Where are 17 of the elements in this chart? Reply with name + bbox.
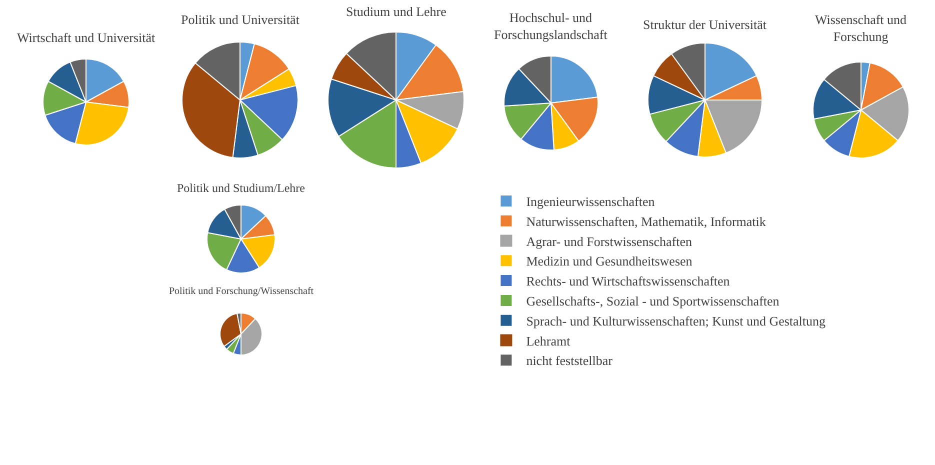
chart-title: Struktur der Universität	[643, 17, 767, 32]
legend-label: Ingenieurwissenschaften	[526, 194, 656, 210]
chart-title: Politik und Universität	[181, 12, 300, 27]
legend-label: Sprach- und Kulturwissenschaften; Kunst und Gestaltung	[526, 313, 826, 328]
chart-title: Politik und Forschung/Wissenschaft	[169, 286, 314, 297]
chart-title: Wissenschaft und Forschung	[815, 12, 908, 44]
legend-label: Medizin und Gesundheitswesen	[526, 254, 693, 269]
legend-label: nicht feststellbar	[526, 353, 614, 368]
legend-label: Rechts- und Wirtschaftswissenschaften	[526, 274, 730, 289]
legend-label: Lehramt	[526, 333, 571, 348]
legend-label: Gesellschafts-, Sozial - und Sportwissenschaften	[526, 294, 780, 309]
chart-title: Wirtschaft und Universität	[17, 30, 156, 45]
legend-label: Agrar- und Forstwissenschaften	[526, 234, 693, 249]
chart-title: Hochschul- und Forschungslandschaft	[494, 10, 608, 42]
legend-label: Naturwissenschaften, Mathematik, Informatik	[526, 214, 766, 229]
chart-title: Politik und Studium/Lehre	[177, 181, 305, 195]
chart-title: Studium und Lehre	[346, 4, 447, 19]
